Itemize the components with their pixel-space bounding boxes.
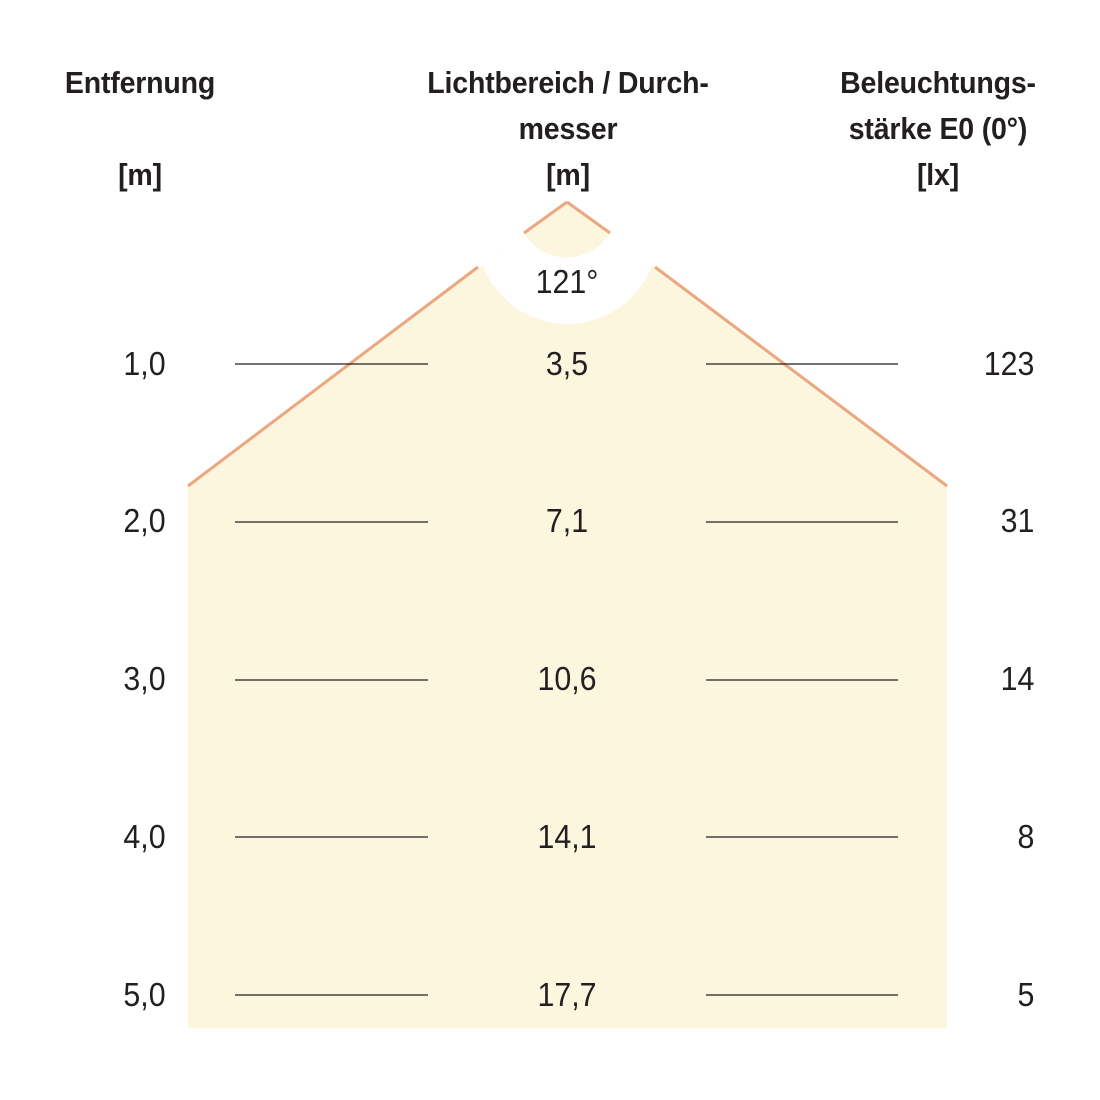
header-diameter-unit: [m] <box>546 157 590 192</box>
cone-edge-right <box>654 265 948 488</box>
row-rules <box>235 363 898 996</box>
distance-value: 2,0 <box>123 502 166 539</box>
illuminance-value: 5 <box>1017 976 1035 1013</box>
header-diameter-title-line2: messer <box>518 111 618 146</box>
diameter-value: 7,1 <box>545 502 589 539</box>
apex-arc-gap <box>524 202 610 258</box>
header-diameter: Lichtbereich / Durch- messer [m] <box>421 60 715 198</box>
diameter-value: 10,6 <box>537 660 597 697</box>
header-distance: Entfernung [m] <box>48 60 232 198</box>
illuminance-value: 8 <box>1017 818 1035 855</box>
distance-value: 1,0 <box>123 345 166 382</box>
beam-angle-cutout <box>483 202 652 325</box>
distance-value: 4,0 <box>123 818 166 855</box>
header-diameter-title-line1: Lichtbereich / Durch- <box>427 65 709 100</box>
diameter-value: 3,5 <box>545 345 589 382</box>
illuminance-value: 123 <box>983 345 1035 382</box>
beam-angle-label: 121° <box>535 263 599 300</box>
cone-edge-right-upper <box>566 200 611 235</box>
distance-value: 3,0 <box>123 660 166 697</box>
cone-edge-left <box>187 265 479 488</box>
header-illuminance-title-line2: stärke E0 (0°) <box>848 111 1028 146</box>
cone-edge-left-upper <box>523 200 568 235</box>
header-illuminance-title-line1: Beleuchtungs- <box>840 65 1036 100</box>
light-cone-fill <box>188 202 947 1028</box>
distance-value: 5,0 <box>123 976 166 1013</box>
header-distance-unit: [m] <box>118 157 162 192</box>
header-illuminance-unit: [lx] <box>916 157 960 192</box>
diameter-value: 17,7 <box>537 976 597 1013</box>
diameter-value: 14,1 <box>537 818 597 855</box>
header-illuminance: Beleuchtungs- stärke E0 (0°) [lx] <box>828 60 1049 198</box>
illuminance-value: 31 <box>1000 502 1035 539</box>
header-distance-title: Entfernung <box>64 65 216 100</box>
illuminance-value: 14 <box>1000 660 1035 697</box>
